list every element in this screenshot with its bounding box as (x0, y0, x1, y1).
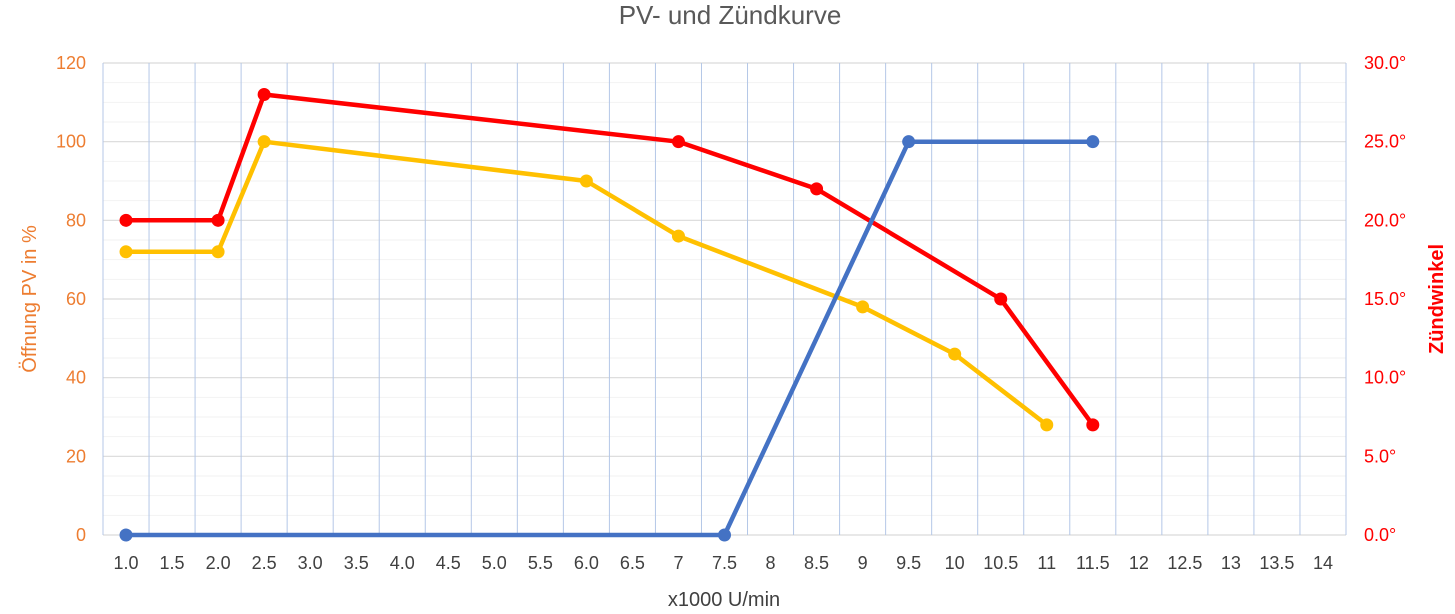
y-tick-label: 80 (66, 210, 86, 230)
data-point (948, 347, 962, 361)
data-point (211, 245, 225, 259)
x-tick-label: 6.5 (620, 553, 645, 573)
x-tick-label: 9 (858, 553, 868, 573)
data-point (902, 135, 916, 149)
x-tick-label: 4.5 (436, 553, 461, 573)
y-tick-label: 20 (66, 446, 86, 466)
x-tick-label: 12.5 (1167, 553, 1202, 573)
x-tick-label: 14 (1313, 553, 1333, 573)
x-tick-label: 2.0 (206, 553, 231, 573)
x-tick-label: 1.0 (114, 553, 139, 573)
series-markers (119, 87, 1100, 542)
y2-tick-label: 30.0° (1364, 53, 1406, 73)
y-tick-label: 120 (56, 53, 86, 73)
x-tick-label: 6.0 (574, 553, 599, 573)
x-tick-label: 13.5 (1259, 553, 1294, 573)
data-point (718, 528, 731, 542)
x-tick-label: 1.5 (160, 553, 185, 573)
x-tick-label: 3.0 (298, 553, 323, 573)
grid-lines (102, 62, 1347, 536)
x-tick-label: 11 (1037, 553, 1056, 573)
y-tick-label: 60 (66, 289, 86, 309)
x-tick-label: 3.5 (344, 553, 369, 573)
x-tick-label: 7.5 (712, 553, 737, 573)
y2-tick-label: 25.0° (1364, 132, 1406, 152)
x-tick-label: 9.5 (896, 553, 921, 573)
data-point (1086, 135, 1100, 149)
y2-tick-label: 5.0° (1364, 446, 1396, 466)
data-point (579, 174, 593, 188)
x-tick-label: 11.5 (1076, 553, 1110, 573)
y2-tick-label: 20.0° (1364, 210, 1406, 230)
x-tick-label: 5.5 (528, 553, 553, 573)
x-tick-label: 10 (945, 553, 965, 573)
data-point (1086, 418, 1100, 432)
x-tick-label: 2.5 (252, 553, 277, 573)
y-tick-label: 40 (66, 368, 86, 388)
y-tick-label: 100 (56, 132, 86, 152)
x-tick-label: 4.0 (390, 553, 415, 573)
data-point (994, 292, 1008, 306)
x-tick-label: 8 (766, 553, 776, 573)
data-point (671, 135, 685, 149)
y-axis-title: Öffnung PV in % (19, 225, 41, 373)
y2-axis-title: Zündwinkel (1426, 244, 1448, 354)
data-point (119, 528, 133, 542)
data-point (119, 245, 133, 259)
data-point (856, 300, 870, 314)
x-tick-label: 13 (1221, 553, 1241, 573)
x-tick-label: 8.5 (804, 553, 829, 573)
x-tick-label: 7 (673, 553, 683, 573)
y2-tick-label: 0.0° (1364, 525, 1396, 545)
data-point (257, 87, 271, 101)
series-line-2 (123, 139, 1050, 428)
tick-labels: 1.0 1.5 2.0 2.5 3.0 3.5 4.0 4.5 5.0 5.5 6.0 6.5 7 7.5… (56, 53, 1406, 573)
data-point (211, 213, 225, 227)
series-line-3 (123, 139, 1096, 538)
y2-tick-label: 15.0° (1364, 289, 1406, 309)
chart-title: PV- und Zündkurve (619, 0, 842, 30)
x-axis-title: x1000 U/min (668, 589, 780, 611)
data-point (810, 182, 824, 196)
x-tick-label: 12 (1129, 553, 1149, 573)
data-point (1040, 418, 1054, 432)
y2-tick-label: 10.0° (1364, 368, 1406, 388)
x-tick-label: 10.5 (983, 553, 1018, 573)
y-tick-label: 0 (76, 525, 86, 545)
data-point (257, 135, 271, 149)
data-point (119, 213, 133, 227)
data-point (671, 229, 685, 243)
x-tick-label: 5.0 (482, 553, 507, 573)
